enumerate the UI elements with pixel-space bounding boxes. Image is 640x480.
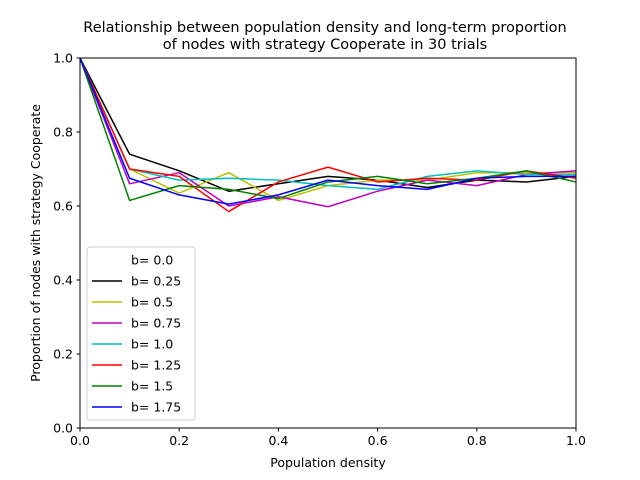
y-tick-label-5: 1.0 (53, 51, 73, 66)
y-tick-label-4: 0.8 (53, 125, 73, 140)
chart-title-line-1: Relationship between population density … (83, 20, 566, 36)
legend-label-0: b= 0.0 (131, 253, 173, 268)
y-axis-ticks: 0.0 0.2 0.4 0.6 0.8 1.0 (53, 51, 80, 436)
legend-items: b= 0.0 b= 0.25 b= 0.5 b= 0.75 b= 1.0 b= 1.25 b… (92, 253, 181, 415)
y-tick-label-2: 0.4 (53, 273, 73, 288)
x-tick-label-1: 0.2 (169, 433, 189, 448)
x-tick-label-3: 0.6 (368, 433, 388, 448)
legend-label-6: b= 1.5 (131, 379, 173, 394)
x-tick-label-0: 0.0 (70, 433, 90, 448)
x-axis-ticks: 0.0 0.2 0.4 0.6 0.8 1.0 (70, 428, 586, 448)
legend-label-7: b= 1.75 (131, 400, 181, 415)
x-axis-label: Population density (270, 455, 386, 470)
series-line-7 (79, 57, 576, 205)
axes-frame (79, 57, 577, 429)
legend: b= 0.0 b= 0.25 b= 0.5 b= 0.75 b= 1.0 b= 1.25 b… (86, 246, 196, 421)
series-line-6 (79, 57, 577, 202)
legend-label-1: b= 0.25 (131, 274, 181, 289)
y-tick-label-3: 0.6 (53, 199, 73, 214)
x-tick-label-4: 0.8 (467, 433, 487, 448)
y-tick-label-0: 0.0 (53, 421, 73, 436)
series-layer (79, 57, 577, 213)
y-axis-label: Proportion of nodes with strategy Cooper… (28, 104, 43, 382)
x-tick-label-2: 0.4 (268, 433, 288, 448)
chart-title-line-2: of nodes with strategy Cooperate in 30 t… (163, 37, 487, 53)
y-tick-label-1: 0.2 (53, 347, 73, 362)
legend-label-4: b= 1.0 (131, 337, 173, 352)
legend-label-5: b= 1.25 (131, 358, 181, 373)
series-line-1 (79, 57, 577, 192)
legend-label-2: b= 0.5 (131, 295, 173, 310)
legend-label-3: b= 0.75 (131, 316, 181, 331)
series-line-4 (79, 57, 576, 191)
legend-box (86, 246, 196, 421)
x-tick-label-5: 1.0 (566, 433, 586, 448)
